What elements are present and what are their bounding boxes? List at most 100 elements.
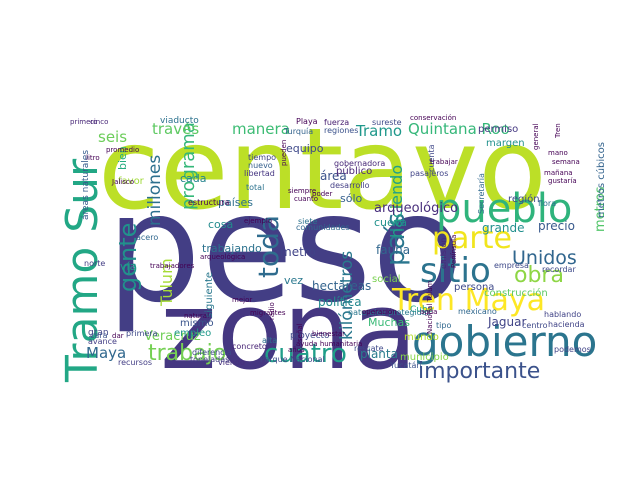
word-diferencia: diferencia <box>192 348 232 357</box>
word-dar: dar <box>112 332 124 340</box>
word-norte: norte <box>84 259 105 268</box>
word-total: total <box>246 183 264 192</box>
word-primero: primero <box>70 118 97 126</box>
word-primera: primera <box>126 329 158 338</box>
word-precio: precio <box>538 219 575 233</box>
word-viendo: viendo <box>218 358 245 367</box>
word-siempre: siempre <box>288 187 316 195</box>
word-tipo: tipo <box>436 321 451 330</box>
word-empleo: empleo <box>174 328 211 339</box>
word-arqueologico: arqueológico <box>374 201 458 216</box>
word-solo: sólo <box>340 192 363 205</box>
word-parte: parte <box>432 221 512 256</box>
word-manana: mañana <box>544 169 573 177</box>
word-permiso: permiso <box>478 124 518 135</box>
word-gustaria: gustaría <box>548 177 577 185</box>
word-obra: obra <box>514 263 564 288</box>
word-centro: centro <box>522 321 548 330</box>
word-estructura: estructura <box>188 198 229 207</box>
word-pasajeros: pasajeros <box>410 169 448 178</box>
word-turquia: Turquía <box>283 127 313 136</box>
word-nuevo: nuevo <box>248 161 273 170</box>
word-mismo: mismo <box>180 318 214 329</box>
word-jalisco: Jalisco <box>111 178 134 186</box>
word-concreto: concreto <box>232 342 267 351</box>
word-centavo: centavo <box>98 105 547 235</box>
word-fauna: fauna <box>376 243 410 257</box>
word-cara: cara <box>90 331 108 340</box>
word-equipo: equipo <box>286 142 324 155</box>
word-anos: años <box>288 346 305 354</box>
word-unidos: Unidos <box>512 247 577 269</box>
word-recursos: recursos <box>118 358 152 367</box>
word-proyecto: proyecto <box>290 331 330 341</box>
word-gobierno: gobierno <box>412 317 597 366</box>
word-flora: flora <box>538 199 556 208</box>
word-toneladas: toneladas <box>190 355 229 364</box>
word-general: general <box>532 123 540 150</box>
word-hectareas: hectáreas <box>312 279 371 293</box>
word-favor: favor <box>118 176 145 187</box>
word-ayuda-humanitaria: ayuda humanitaria <box>296 340 362 348</box>
word-manera: manera <box>232 120 290 138</box>
word-metros-cubicos: metros cúbicos <box>595 142 607 218</box>
word-margen: margen <box>486 138 525 149</box>
word-trabajadores: trabajadores <box>150 262 195 270</box>
word-trabajando: trabajando <box>202 242 262 255</box>
word-hacienda: hacienda <box>548 320 585 329</box>
word-conservacion: conservación <box>410 114 456 122</box>
word-trabajo: trabajo <box>148 341 226 366</box>
word-quintana-roo: Quintana Roo <box>408 120 510 138</box>
word-hablando: hablando <box>544 310 581 319</box>
word-nacional-tulum: Nacional Tulum <box>426 280 434 334</box>
word-arqueologica: arqueológica <box>200 253 245 261</box>
word-kilometros: kilómetros <box>337 251 357 340</box>
word-semana: semana <box>552 158 580 166</box>
word-zona: zona <box>160 269 417 394</box>
word-toda: toda <box>252 215 285 278</box>
word-cuatro: cuatro <box>264 339 347 369</box>
word-tren-maya: Tren Maya <box>391 283 545 318</box>
word-tramo: Tramo <box>355 122 402 140</box>
word-rescate: rescate <box>354 344 384 353</box>
word-tiempo: tiempo <box>248 153 276 162</box>
word-desarrollo: desarrollo <box>330 181 370 190</box>
word-jaguar: Jaguar <box>487 315 526 329</box>
word-regiones: regiones <box>324 126 358 135</box>
word-bienestar: bienestar <box>312 330 345 338</box>
word-natural: natural <box>184 312 209 320</box>
word-cuenta: cuenta <box>427 144 436 172</box>
word-peninsula: Península <box>450 235 458 268</box>
word-sitio: sitio <box>420 251 491 291</box>
word-persona: persona <box>454 282 494 293</box>
word-podemos: podemos <box>554 345 591 354</box>
word-maya: Maya <box>86 344 126 362</box>
word-naturales-protegidas: naturales protegidas <box>348 308 431 317</box>
word-programa: programa <box>178 122 199 210</box>
word-secretaria: Secretaría <box>477 173 486 214</box>
word-haciendo: haciendo <box>387 165 406 238</box>
word-tren: Tren <box>554 123 562 139</box>
word-seis: seis <box>98 128 127 146</box>
word-publico: público <box>336 165 372 177</box>
word-cuanto: cuanto <box>294 195 318 203</box>
word-municipio: municipio <box>400 352 449 363</box>
word-emision: emisión <box>438 238 448 269</box>
word-bien: bien <box>116 146 129 170</box>
word-politica: política <box>318 295 362 309</box>
word-viaducto: viaducto <box>160 116 199 126</box>
word-cosa: cosa <box>208 218 233 231</box>
word-parque-nacional: Parque Nacional <box>260 355 325 364</box>
word-agua: agua <box>420 308 437 316</box>
word-millones: millones <box>145 155 165 226</box>
word-social: social <box>372 274 401 285</box>
word-peso: peso <box>106 162 463 336</box>
word-avance: avance <box>88 337 117 346</box>
word-ejemplo: ejemplo <box>244 217 272 225</box>
word-planta: planta <box>360 347 398 361</box>
word-veracruz: Veracruz <box>144 329 201 344</box>
word-empresa: empresa <box>494 261 529 270</box>
